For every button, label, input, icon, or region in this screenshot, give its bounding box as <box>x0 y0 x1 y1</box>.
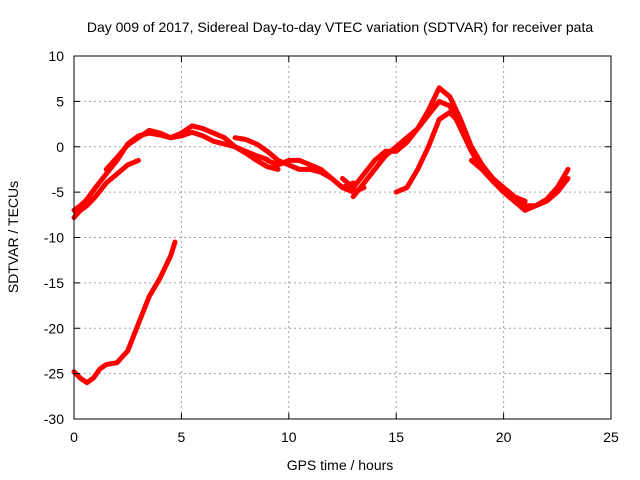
y-axis-label: SDTVAR / TECUs <box>5 181 21 293</box>
x-tick-label: 25 <box>603 429 619 445</box>
y-tick-label: 10 <box>48 48 64 64</box>
x-axis-label: GPS time / hours <box>287 457 394 473</box>
x-tick-label: 20 <box>496 429 512 445</box>
y-tick-label: -15 <box>44 275 64 291</box>
series-line-satellite-track-2 <box>71 157 141 220</box>
y-tick-label: -25 <box>44 366 64 382</box>
series-line-satellite-track-1 <box>71 129 270 213</box>
series-line-satellite-track-5 <box>264 157 367 195</box>
y-tick-label: -10 <box>44 230 64 246</box>
chart-title: Day 009 of 2017, Sidereal Day-to-day VTE… <box>87 19 594 35</box>
y-tick-label: -20 <box>44 320 64 336</box>
y-axis-tick-labels: -30 -25 -20 -15 -10 -5 0 5 10 <box>44 48 64 427</box>
y-tick-label: 0 <box>56 139 64 155</box>
series-line-satellite-track-9 <box>468 157 571 213</box>
y-tick-label: 5 <box>56 93 64 109</box>
axis-ticks <box>73 55 612 420</box>
y-tick-label: -5 <box>52 184 65 200</box>
x-tick-label: 10 <box>281 429 297 445</box>
series-line-satellite-track-10 <box>71 239 178 386</box>
grid <box>74 56 611 419</box>
x-tick-label: 5 <box>178 429 186 445</box>
y-tick-label: -30 <box>44 411 64 427</box>
x-tick-label: 15 <box>388 429 404 445</box>
x-axis-tick-labels: 0 5 10 15 20 25 <box>70 429 619 445</box>
series-layer <box>71 85 571 386</box>
x-tick-label: 0 <box>70 429 78 445</box>
series-line-satellite-track-3 <box>103 123 281 172</box>
